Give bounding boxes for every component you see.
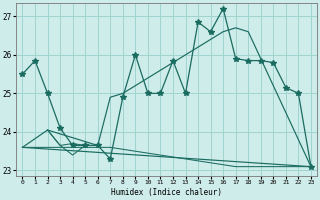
X-axis label: Humidex (Indice chaleur): Humidex (Indice chaleur) [111, 188, 222, 197]
